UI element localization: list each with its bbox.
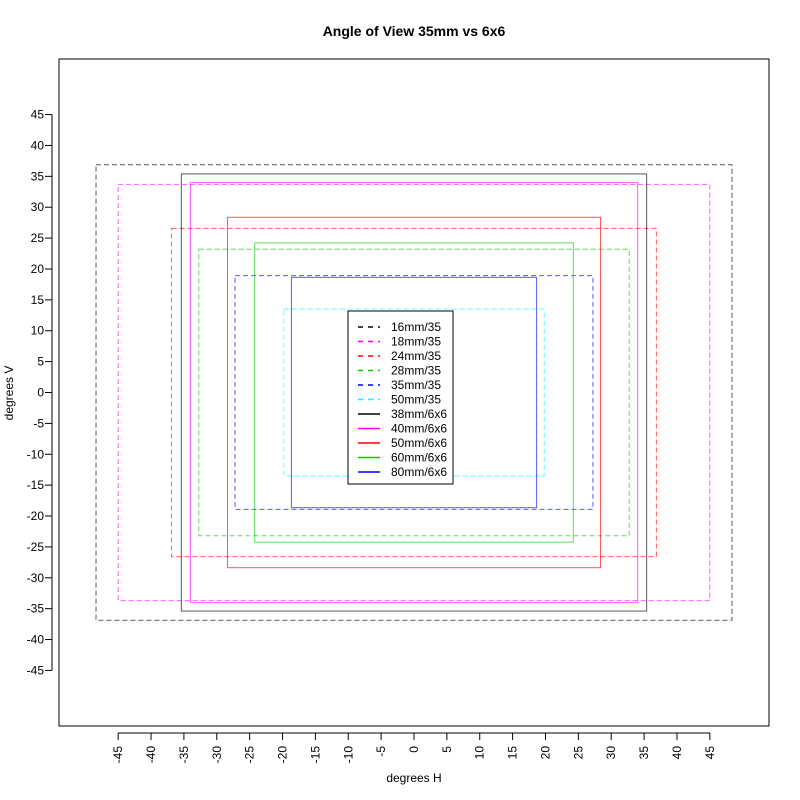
y-tick-label: -35: [27, 602, 45, 616]
y-tick-label: 25: [31, 231, 45, 245]
y-tick-label: -40: [27, 633, 45, 647]
y-tick-label: 40: [31, 138, 45, 152]
x-tick-label: -45: [111, 746, 125, 764]
y-tick-label: -5: [33, 416, 44, 430]
x-tick-label: 10: [473, 746, 487, 760]
x-tick-label: -25: [243, 746, 257, 764]
x-tick-label: 5: [440, 746, 454, 753]
x-tick-label: 45: [703, 746, 717, 760]
y-tick-label: 5: [37, 355, 44, 369]
x-tick-label: 25: [571, 746, 585, 760]
x-tick-label: -5: [374, 746, 388, 757]
y-tick-label: -10: [27, 447, 45, 461]
rect-35mm-35: [234, 275, 594, 510]
y-tick-label: -25: [27, 540, 45, 554]
x-tick-label: 35: [637, 746, 651, 760]
x-tick-label: 15: [506, 746, 520, 760]
plot-rectangles: [95, 164, 733, 621]
x-tick-label: 40: [670, 746, 684, 760]
rect-28mm-35: [198, 248, 630, 537]
y-tick-label: 20: [31, 262, 45, 276]
x-tick-label: -35: [177, 746, 191, 764]
rect-24mm-35: [171, 227, 657, 558]
y-tick-label: 10: [31, 324, 45, 338]
rect-50mm-6x6: [226, 216, 602, 569]
y-axis-label: degrees V: [2, 366, 16, 421]
legend-label: 80mm/6x6: [391, 465, 447, 479]
legend-label: 60mm/6x6: [391, 451, 447, 465]
rect-38mm-6x6: [180, 173, 648, 612]
x-tick-label: 20: [538, 746, 552, 760]
legend-label: 16mm/35: [391, 320, 441, 334]
y-tick-label: -20: [27, 509, 45, 523]
x-tick-label: -30: [210, 746, 224, 764]
y-tick-label: 35: [31, 169, 45, 183]
plot-frame: [58, 58, 770, 727]
legend-label: 35mm/35: [391, 378, 441, 392]
y-tick-label: 30: [31, 200, 45, 214]
y-tick-label: 0: [37, 386, 44, 400]
legend-label: 28mm/35: [391, 364, 441, 378]
x-tick-label: -10: [341, 746, 355, 764]
x-axis-label: degrees H: [386, 771, 441, 785]
x-tick-label: -40: [144, 746, 158, 764]
x-tick-label: 30: [604, 746, 618, 760]
x-tick-label: -15: [308, 746, 322, 764]
rect-16mm-35: [95, 164, 733, 621]
y-tick-label: 15: [31, 293, 45, 307]
legend-label: 50mm/6x6: [391, 436, 447, 450]
rect-40mm-6x6: [189, 181, 639, 604]
legend-box: [347, 310, 454, 485]
rect-50mm-35: [283, 308, 545, 477]
x-tick-label: 0: [407, 746, 421, 753]
y-tick-label: -30: [27, 571, 45, 585]
chart-title: Angle of View 35mm vs 6x6: [323, 23, 506, 39]
y-tick-label: -15: [27, 478, 45, 492]
legend-label: 18mm/35: [391, 335, 441, 349]
rect-60mm-6x6: [254, 242, 574, 543]
legend-label: 50mm/35: [391, 393, 441, 407]
legend-label: 38mm/6x6: [391, 407, 447, 421]
legend: 16mm/3518mm/3524mm/3528mm/3535mm/3550mm/…: [347, 310, 454, 485]
y-tick-label: -45: [27, 663, 45, 677]
legend-label: 40mm/6x6: [391, 422, 447, 436]
y-tick-label: 45: [31, 108, 45, 122]
rect-80mm-6x6: [290, 276, 538, 509]
y-axis: 45 40 35 30 25 20 15 10 5 0 -5 -10 -15 -20 -25 -30 -35 -4…: [27, 108, 53, 677]
legend-label: 24mm/35: [391, 349, 441, 363]
x-tick-label: -20: [276, 746, 290, 764]
x-axis: -45 -40 -35 -30 -25 -20 -15 -10 -5 0 5 10 15 20 25 30 35…: [111, 732, 717, 764]
